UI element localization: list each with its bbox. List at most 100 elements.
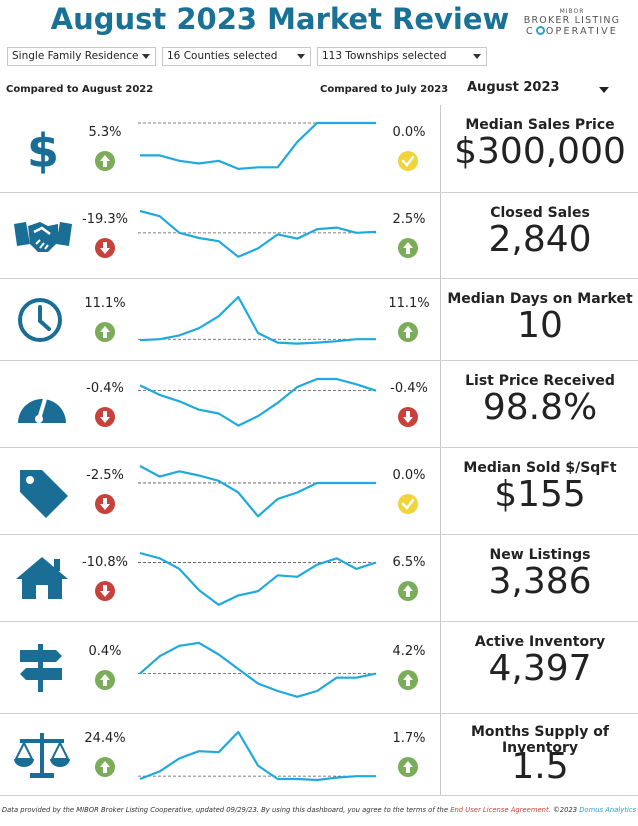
check-badge-icon bbox=[398, 494, 418, 514]
yoy-change: -19.3% bbox=[82, 212, 128, 227]
caret-down-icon bbox=[599, 87, 609, 93]
metric-row: -19.3% 2.5% Closed Sales 2,840 bbox=[0, 193, 638, 279]
trend-sparkline bbox=[138, 209, 378, 258]
metric-row: 0.4% 4.2% Active Inventory 4,397 bbox=[0, 622, 638, 714]
metric-value: 98.8% bbox=[482, 387, 598, 428]
metric-row: $ 5.3% 0.0% Median Sales Price $300,000 bbox=[0, 105, 638, 193]
yoy-comparison-label: Compared to August 2022 bbox=[6, 84, 154, 95]
copyright-text: ©2023 bbox=[550, 806, 580, 814]
mom-change: -0.4% bbox=[390, 381, 428, 396]
dollar-icon: $ bbox=[12, 123, 74, 178]
trend-line bbox=[139, 465, 376, 518]
trend-sparkline bbox=[138, 121, 378, 171]
metric-value: 3,386 bbox=[488, 561, 592, 602]
up-badge-icon bbox=[398, 322, 418, 342]
metric-label: List Price Received bbox=[465, 373, 615, 389]
row-divider bbox=[0, 713, 638, 714]
up-arrow-icon bbox=[95, 151, 115, 171]
yoy-change: -10.8% bbox=[82, 555, 128, 570]
mom-change: 0.0% bbox=[392, 468, 426, 483]
trend-line bbox=[139, 295, 376, 345]
chevron-down-icon bbox=[142, 54, 150, 59]
metric-label: Months Supply of Inventory bbox=[471, 724, 609, 756]
trend-sparkline bbox=[138, 295, 378, 345]
mibor-logo: MIBOR BROKER LISTING C OPERATIVE bbox=[520, 8, 624, 37]
handshake-icon bbox=[12, 210, 74, 262]
property-type-dropdown[interactable]: Single Family Residence bbox=[7, 47, 156, 66]
metric-label: Closed Sales bbox=[490, 205, 590, 221]
footer-text: Data provided by the MIBOR Broker Listin… bbox=[1, 806, 451, 814]
row-divider bbox=[0, 795, 638, 796]
trend-line bbox=[140, 121, 376, 171]
clock-icon bbox=[12, 294, 74, 346]
mom-change: 4.2% bbox=[392, 644, 426, 659]
counties-value: 16 Counties selected bbox=[167, 50, 278, 62]
row-divider bbox=[0, 192, 638, 193]
logo-top-text: MIBOR bbox=[559, 8, 585, 15]
up-badge-icon bbox=[398, 238, 418, 258]
up-badge-icon bbox=[398, 670, 418, 690]
metric-row: -0.4% -0.4% List Price Received 98.8% bbox=[0, 361, 638, 448]
townships-dropdown[interactable]: 113 Townships selected bbox=[317, 47, 487, 66]
check-badge-icon bbox=[398, 151, 418, 171]
metric-value: 2,840 bbox=[488, 219, 592, 260]
mom-change: 1.7% bbox=[392, 731, 426, 746]
metric-value: 10 bbox=[517, 305, 563, 346]
svg-text:$: $ bbox=[27, 124, 59, 175]
metric-row: 24.4% 1.7% Months Supply of Inventory 1.… bbox=[0, 714, 638, 796]
up-arrow-icon bbox=[95, 670, 115, 690]
logo-circle-icon bbox=[535, 26, 545, 35]
mom-change: 0.0% bbox=[392, 125, 426, 140]
trend-line bbox=[139, 641, 377, 698]
metric-row: -2.5% 0.0% Median Sold $/SqFt $155 bbox=[0, 448, 638, 535]
trend-sparkline bbox=[138, 377, 378, 427]
month-dropdown[interactable]: August 2023 bbox=[467, 80, 613, 100]
townships-value: 113 Townships selected bbox=[322, 50, 447, 62]
metric-label: New Listings bbox=[489, 547, 591, 563]
trend-line bbox=[139, 730, 376, 782]
mom-change: 11.1% bbox=[388, 296, 430, 311]
chevron-down-icon bbox=[297, 54, 305, 59]
column-divider bbox=[440, 105, 441, 795]
metric-label: Active Inventory bbox=[474, 634, 606, 650]
eula-link[interactable]: End User License Agreement. bbox=[450, 806, 551, 814]
row-divider bbox=[0, 360, 638, 361]
metric-value: $155 bbox=[494, 474, 586, 515]
yoy-change: 5.3% bbox=[88, 125, 122, 140]
trend-sparkline bbox=[138, 730, 378, 782]
mom-comparison-label: Compared to July 2023 bbox=[320, 84, 449, 95]
metric-row: -10.8% 6.5% New Listings 3,386 bbox=[0, 535, 638, 622]
down-arrow-icon bbox=[95, 238, 115, 258]
down-arrow-icon bbox=[95, 581, 115, 601]
logo-line2: C OPERATIVE bbox=[526, 26, 618, 37]
scales-icon bbox=[12, 729, 74, 781]
month-value: August 2023 bbox=[467, 80, 560, 95]
row-divider bbox=[0, 534, 638, 535]
metric-label: Median Sold $/SqFt bbox=[463, 460, 617, 476]
footer: Data provided by the MIBOR Broker Listin… bbox=[0, 806, 638, 814]
price-tag-icon bbox=[12, 466, 74, 518]
signpost-icon bbox=[12, 642, 74, 694]
up-arrow-icon bbox=[95, 322, 115, 342]
trend-line bbox=[139, 551, 377, 607]
row-divider bbox=[0, 278, 638, 279]
metric-value: $300,000 bbox=[454, 131, 626, 172]
yoy-change: 24.4% bbox=[84, 731, 126, 746]
counties-dropdown[interactable]: 16 Counties selected bbox=[162, 47, 311, 66]
yoy-change: 0.4% bbox=[88, 644, 122, 659]
metric-value: 1.5 bbox=[511, 746, 569, 787]
trend-sparkline bbox=[138, 465, 378, 518]
yoy-change: 11.1% bbox=[84, 296, 126, 311]
house-icon bbox=[12, 553, 74, 605]
row-divider bbox=[0, 447, 638, 448]
mom-change: 6.5% bbox=[392, 555, 426, 570]
property-type-value: Single Family Residence bbox=[12, 50, 139, 62]
gauge-icon bbox=[12, 379, 74, 431]
down-arrow-icon bbox=[95, 494, 115, 514]
up-arrow-icon bbox=[95, 757, 115, 777]
trend-line bbox=[139, 377, 377, 427]
metric-label: Median Days on Market bbox=[447, 291, 633, 307]
yoy-change: -2.5% bbox=[86, 468, 124, 483]
domus-analytics-link[interactable]: Domus Analytics bbox=[579, 806, 637, 814]
row-divider bbox=[0, 621, 638, 622]
